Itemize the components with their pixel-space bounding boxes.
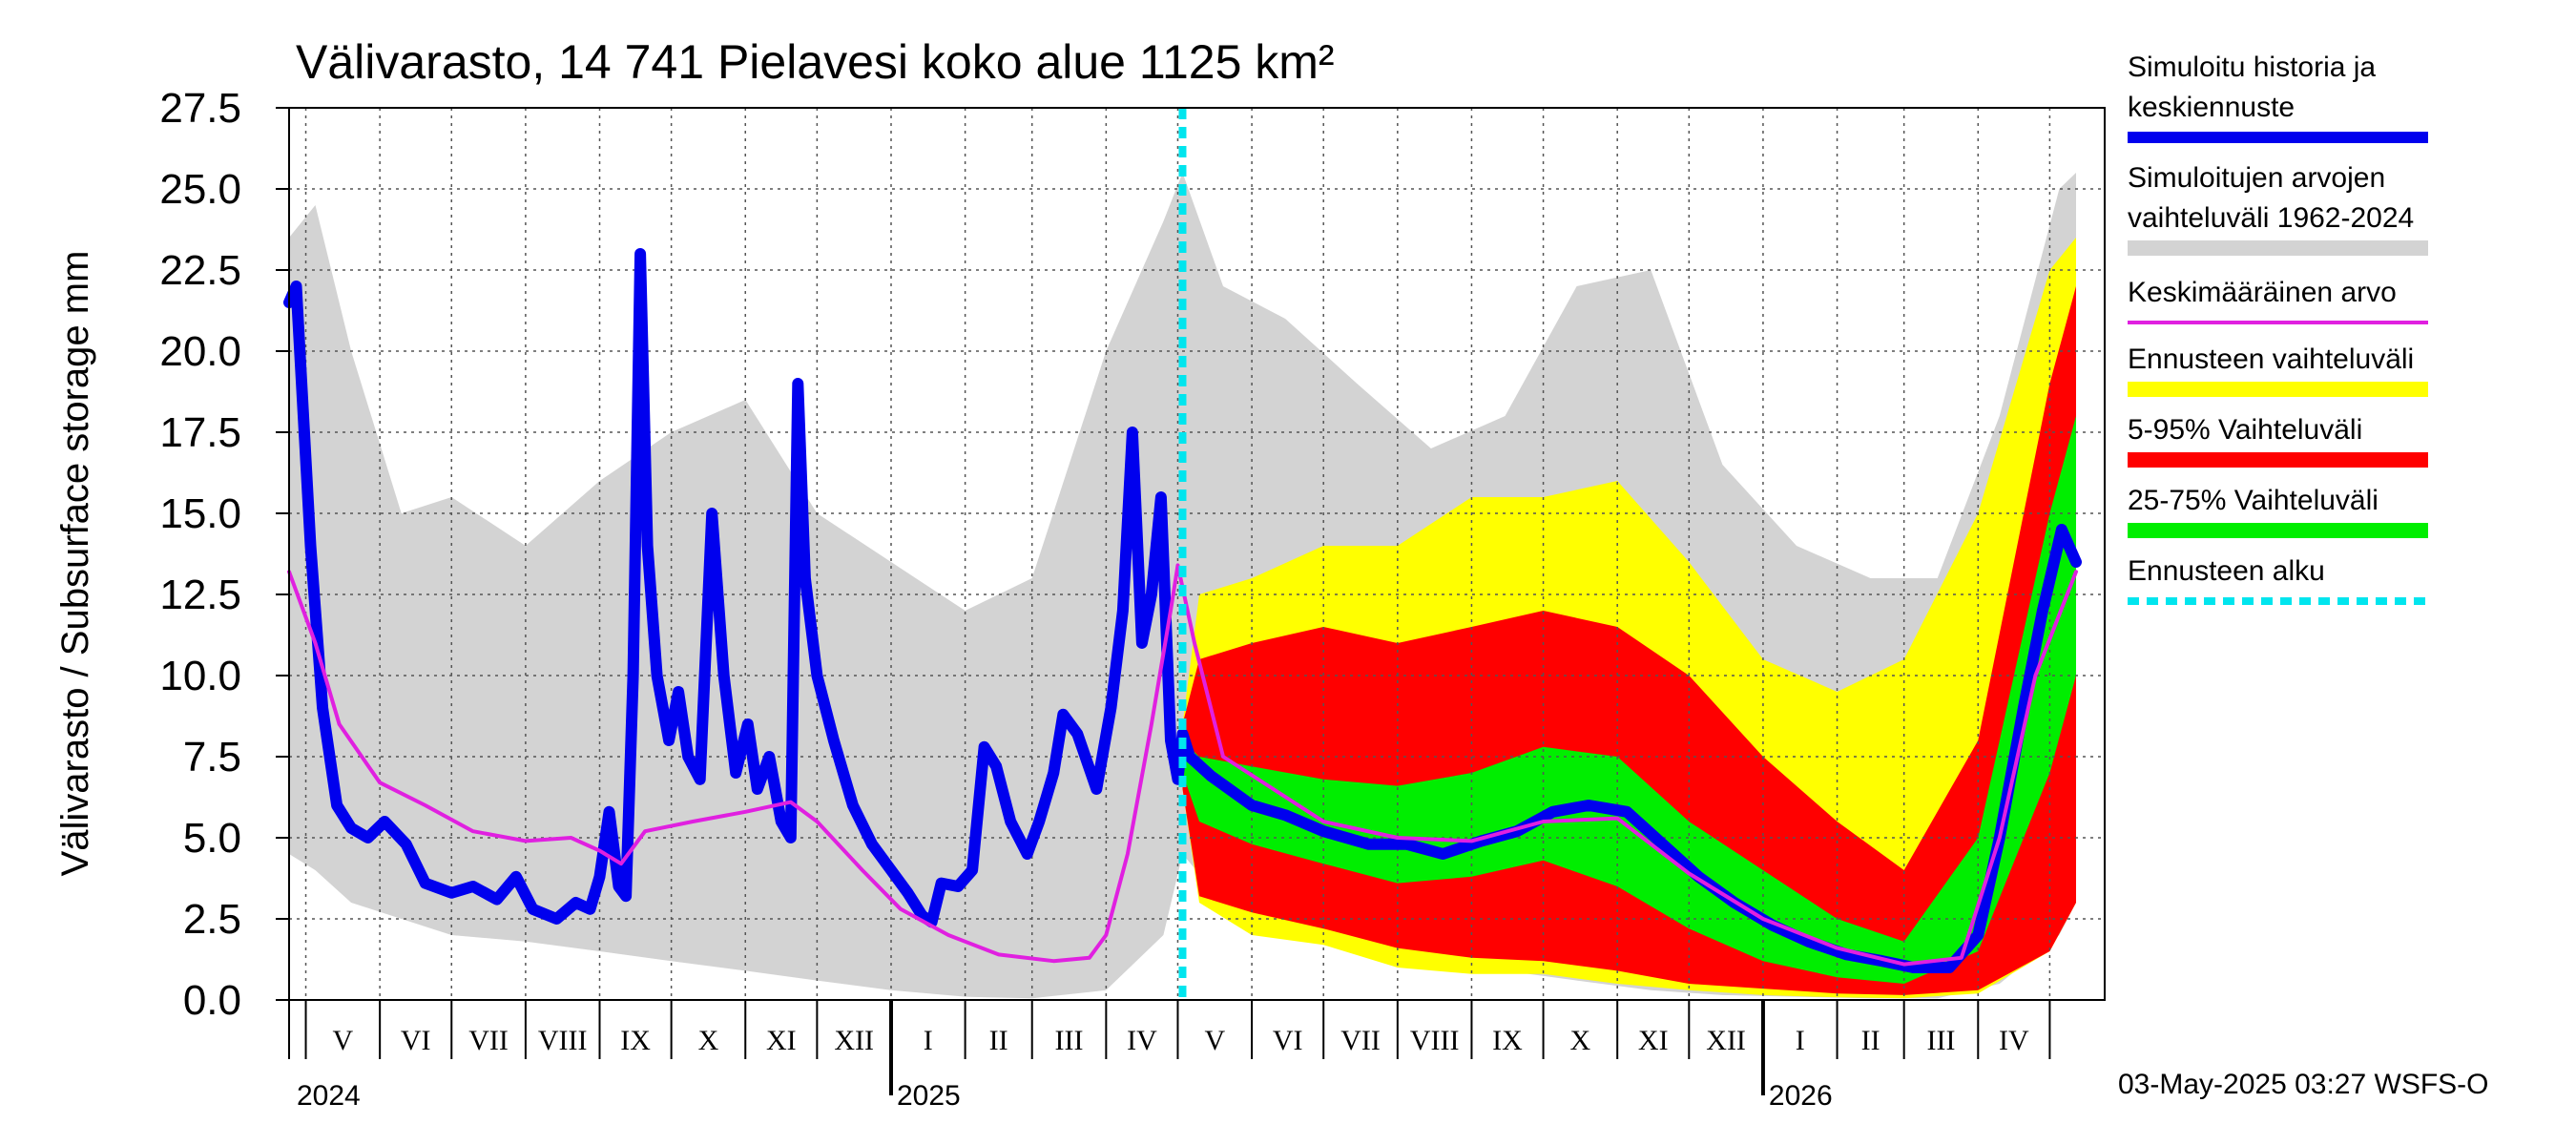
month-label-19: XII [1706, 1025, 1746, 1056]
month-label-10: III [1055, 1025, 1084, 1056]
month-label-18: XI [1638, 1025, 1669, 1056]
y-tick-label-1: 2.5 [183, 896, 241, 943]
month-label-14: VII [1340, 1025, 1381, 1056]
legend-label-2-0: Keskimääräinen arvo [2128, 277, 2397, 308]
month-label-22: III [1926, 1025, 1955, 1056]
month-label-4: IX [620, 1025, 651, 1056]
month-label-6: XI [766, 1025, 797, 1056]
year-label-1: 2025 [897, 1080, 961, 1112]
y-tick-label-9: 22.5 [159, 247, 241, 294]
series-layer [283, 108, 2082, 1000]
month-label-1: VI [401, 1025, 431, 1056]
chart-title: Välivarasto, 14 741 Pielavesi koko alue … [296, 35, 1335, 89]
footer-timestamp: 03-May-2025 03:27 WSFS-O [2118, 1069, 2489, 1100]
month-label-5: X [698, 1025, 719, 1056]
legend-label-0-1: keskiennuste [2128, 92, 2295, 123]
month-label-11: IV [1127, 1025, 1157, 1056]
year-label-0: 2024 [297, 1080, 361, 1112]
series-line-1 [287, 563, 2078, 967]
y-tick-label-8: 20.0 [159, 328, 241, 375]
legend-label-0-0: Simuloitu historia ja [2128, 52, 2376, 83]
grid-layer [289, 108, 2105, 1000]
month-label-0: V [333, 1025, 354, 1056]
y-tick-label-4: 10.0 [159, 653, 241, 699]
month-label-3: VIII [538, 1025, 588, 1056]
plot-frame [288, 107, 2106, 1001]
month-label-17: X [1570, 1025, 1591, 1056]
y-tick-label-2: 5.0 [183, 815, 241, 862]
series-line-0 [283, 248, 2082, 973]
legend-label-5-0: 25-75% Vaihteluväli [2128, 485, 2379, 516]
y-axis-label: Välivarasto / Subsurface storage mm [54, 251, 96, 877]
month-label-23: IV [1999, 1025, 2029, 1056]
month-label-15: VIII [1410, 1025, 1460, 1056]
y-tick-label-5: 12.5 [159, 572, 241, 618]
legend-label-6-0: Ennusteen alku [2128, 555, 2325, 587]
y-tick-label-3: 7.5 [183, 734, 241, 781]
y-tick-label-6: 15.0 [159, 490, 241, 537]
month-label-13: VI [1273, 1025, 1303, 1056]
month-label-9: II [989, 1025, 1008, 1056]
legend: Simuloitu historia ja keskiennuste Simuloi… [2128, 52, 2428, 605]
legend-label-4-0: 5-95% Vaihteluväli [2128, 414, 2362, 446]
year-label-2: 2026 [1769, 1080, 1833, 1112]
month-label-8: I [924, 1025, 933, 1056]
month-label-16: IX [1492, 1025, 1523, 1056]
month-label-7: XII [834, 1025, 874, 1056]
legend-label-3-0: Ennusteen vaihteluväli [2128, 344, 2414, 375]
legend-label-1-0: Simuloitujen arvojen [2128, 162, 2385, 194]
month-label-2: VII [468, 1025, 509, 1056]
legend-label-1-1: vaihteluväli 1962-2024 [2128, 202, 2414, 234]
y-tick-label-7: 17.5 [159, 409, 241, 456]
month-label-20: I [1796, 1025, 1805, 1056]
y-tick-label-10: 25.0 [159, 166, 241, 213]
month-label-12: V [1204, 1025, 1225, 1056]
axis-layer: 0.0 2.5 5.0 7.5 10.0 12.5 15.0 17.5 20.0 22.5 25.0… [159, 85, 2051, 1112]
month-label-21: II [1861, 1025, 1880, 1056]
y-tick-label-0: 0.0 [183, 977, 241, 1024]
y-tick-label-11: 27.5 [159, 85, 241, 132]
